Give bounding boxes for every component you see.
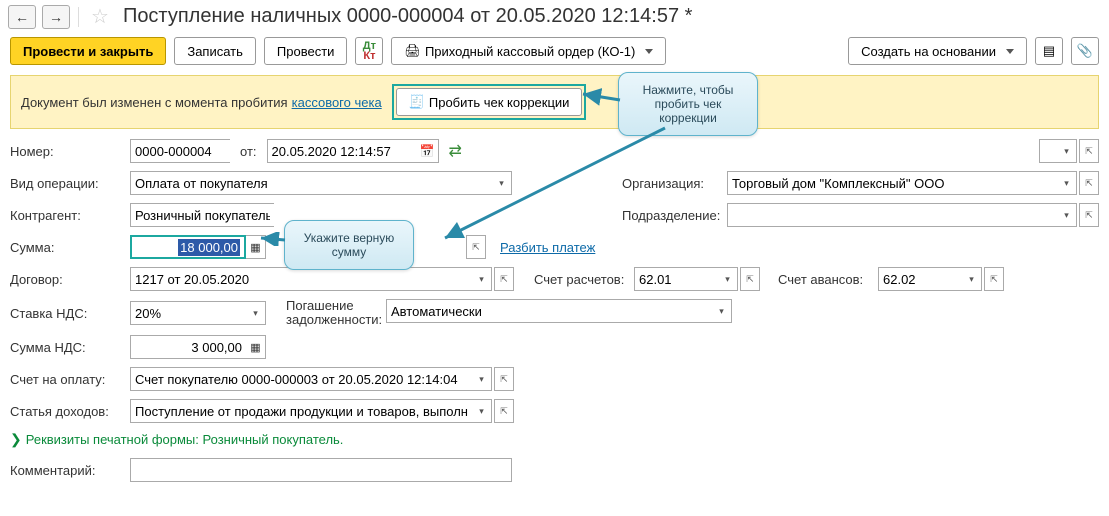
dropdown-icon[interactable]: ▾ (1057, 171, 1077, 195)
label-op-type: Вид операции: (10, 176, 130, 191)
posted-icon: ⇄ (449, 141, 462, 161)
dropdown-icon[interactable]: ▾ (712, 299, 732, 323)
label-debt-repay: Погашение задолженности: (286, 299, 386, 327)
open-icon[interactable]: ⇱ (494, 399, 514, 423)
label-dept: Подразделение: (622, 208, 727, 223)
label-vat-rate: Ставка НДС: (10, 306, 130, 321)
label-vat-sum: Сумма НДС: (10, 340, 130, 355)
label-income-item: Статья доходов: (10, 404, 130, 419)
debt-repay-input[interactable] (386, 299, 712, 323)
acct-settle-input[interactable] (634, 267, 718, 291)
post-button[interactable]: Провести (264, 37, 348, 65)
contract-input[interactable] (130, 267, 472, 291)
income-item-input[interactable] (130, 399, 472, 423)
print-ko1-button[interactable]: 🖨 Приходный кассовый ордер (КО-1) (391, 37, 666, 65)
dropdown-icon[interactable]: ▾ (718, 267, 738, 291)
dept-input[interactable] (727, 203, 1057, 227)
open-icon[interactable]: ⇱ (494, 267, 514, 291)
dropdown-icon[interactable]: ▾ (472, 399, 492, 423)
open-icon[interactable]: ⇱ (1079, 171, 1099, 195)
date-field: 📅 (267, 139, 439, 163)
dtkt-button[interactable]: ДтКт (355, 37, 383, 65)
dropdown-icon[interactable]: ▾ (246, 301, 266, 325)
print-correction-check-button[interactable]: 🧾 Пробить чек коррекции (396, 88, 583, 116)
label-from: от: (240, 144, 257, 159)
calculator-icon[interactable]: ▦ (246, 335, 266, 359)
number-field (130, 139, 230, 163)
receipt-icon: 🧾 (409, 94, 425, 110)
label-sum: Сумма: (10, 240, 130, 255)
callout-check-correction: Нажмите, чтобы пробить чек коррекции (618, 72, 758, 136)
date-input[interactable] (267, 139, 417, 163)
dropdown-icon[interactable]: ▾ (1057, 139, 1077, 163)
nav-fwd-button[interactable]: → (42, 5, 70, 29)
split-payment-link[interactable]: Разбить платеж (500, 240, 595, 255)
warning-text: Документ был изменен с момента пробития (21, 95, 288, 110)
sum-field-highlight: 18 000,00 ▦ (130, 235, 266, 259)
calculator-icon[interactable]: ▦ (246, 235, 266, 259)
warning-bar: Документ был изменен с момента пробития … (10, 75, 1099, 129)
open-icon[interactable]: ⇱ (1079, 203, 1099, 227)
chevron-right-icon: ❯ (10, 431, 22, 448)
save-button[interactable]: Записать (174, 37, 256, 65)
create-based-on-button[interactable]: Создать на основании (848, 37, 1027, 65)
open-icon[interactable]: ⇱ (494, 367, 514, 391)
dropdown-icon[interactable]: ▾ (492, 171, 512, 195)
open-icon[interactable]: ⇱ (984, 267, 1004, 291)
dropdown-icon[interactable]: ▾ (472, 267, 492, 291)
vat-sum-input[interactable] (130, 335, 246, 359)
open-icon[interactable]: ⇱ (1079, 139, 1099, 163)
comment-input[interactable] (130, 458, 512, 482)
check-correction-highlight: 🧾 Пробить чек коррекции (392, 84, 587, 120)
page-title: Поступление наличных 0000-000004 от 20.0… (123, 5, 693, 28)
invoice-input[interactable] (130, 367, 472, 391)
nav-back-button[interactable]: ← (8, 5, 36, 29)
org-input[interactable] (727, 171, 1057, 195)
cash-receipt-link[interactable]: кассового чека (292, 95, 382, 110)
op-type-input[interactable] (130, 171, 492, 195)
label-acct-advance: Счет авансов: (778, 272, 878, 287)
open-icon[interactable]: ⇱ (740, 267, 760, 291)
label-comment: Комментарий: (10, 463, 130, 478)
unknown-right-field: ▾ (1039, 139, 1077, 163)
sum-input[interactable]: 18 000,00 (130, 235, 246, 259)
label-number: Номер: (10, 144, 130, 159)
label-org: Организация: (622, 176, 727, 191)
print-form-details-toggle[interactable]: ❯ Реквизиты печатной формы: Розничный по… (10, 431, 1099, 448)
label-contract: Договор: (10, 272, 130, 287)
label-acct-settle: Счет расчетов: (534, 272, 634, 287)
report-icon-button[interactable]: ▤ (1035, 37, 1063, 65)
calendar-icon[interactable]: 📅 (417, 139, 439, 163)
toolbar: Провести и закрыть Записать Провести ДтК… (0, 33, 1109, 69)
dropdown-icon[interactable]: ▾ (1057, 203, 1077, 227)
label-counterparty: Контрагент: (10, 208, 130, 223)
open-icon[interactable]: ⇱ (466, 235, 486, 259)
vat-rate-input[interactable] (130, 301, 246, 325)
post-and-close-button[interactable]: Провести и закрыть (10, 37, 166, 65)
printer-icon: 🖨 (404, 43, 421, 59)
callout-sum: Укажите верную сумму (284, 220, 414, 270)
form: Номер: от: 📅 ⇄ ▾ ⇱ Вид операции: ▾ (0, 139, 1109, 482)
dropdown-icon[interactable]: ▾ (962, 267, 982, 291)
topbar: ← → ☆ Поступление наличных 0000-000004 о… (0, 0, 1109, 33)
acct-advance-input[interactable] (878, 267, 962, 291)
label-invoice: Счет на оплату: (10, 372, 130, 387)
attach-icon-button[interactable]: 📎 (1071, 37, 1099, 65)
favorite-star-icon[interactable]: ☆ (91, 4, 109, 29)
dropdown-icon[interactable]: ▾ (472, 367, 492, 391)
number-input[interactable] (130, 139, 230, 163)
counterparty-input[interactable] (130, 203, 274, 227)
